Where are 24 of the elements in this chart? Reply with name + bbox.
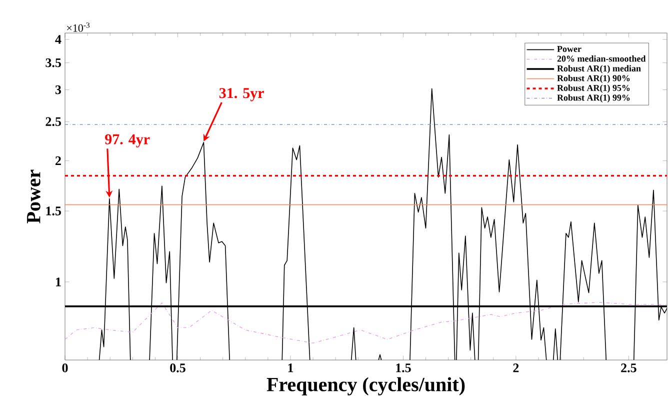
legend-label: Robust AR(1) median xyxy=(557,65,641,74)
legend-label: Robust AR(1) 95% xyxy=(557,84,630,93)
legend-label: Robust AR(1) 99% xyxy=(557,94,630,103)
legend-label: Power xyxy=(557,46,582,52)
y-axis-title: Power xyxy=(27,170,40,224)
annotation: 31. 5yr xyxy=(219,88,264,102)
annotation: 97. 4yr xyxy=(105,134,150,148)
y-tick-label: 1.5 xyxy=(46,206,61,216)
y-tick-label: 2 xyxy=(56,156,61,165)
x-tick-label: 0.5 xyxy=(170,364,186,372)
x-tick-label: 1.5 xyxy=(396,364,411,372)
y-tick-label: 3.5 xyxy=(46,58,61,68)
y-tick-label: 1 xyxy=(56,278,61,286)
x-tick-label: 1 xyxy=(288,364,294,372)
x-tick-label: 2 xyxy=(513,364,519,372)
x-axis-title: Frequency (cycles/unit) xyxy=(266,377,465,396)
legend-label: Robust AR(1) 90% xyxy=(557,74,630,84)
legend-label: 20% median-smoothed xyxy=(557,55,646,62)
y-tick-label: 3 xyxy=(55,85,62,94)
x-tick-label: 0 xyxy=(62,364,68,372)
text: ×10$^{-3}$ xyxy=(67,22,90,32)
y-tick-label: 4 xyxy=(55,35,62,44)
y-tick-label: 2.5 xyxy=(46,117,61,126)
x-tick-label: 2.5 xyxy=(621,364,636,372)
